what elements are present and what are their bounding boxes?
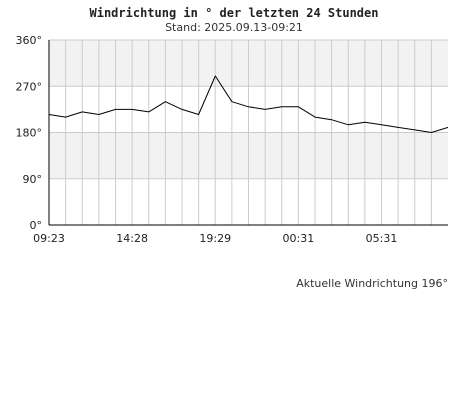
y-tick-label: 0° [30,219,43,232]
chart-subtitle: Stand: 2025.09.13-09:21 [165,21,303,34]
x-tick-label: 05:31 [366,232,398,245]
current-wind-direction: Aktuelle Windrichtung 196° [296,277,448,290]
axes [48,40,448,226]
x-tick-label: 14:28 [116,232,148,245]
chart-title: Windrichtung in ° der letzten 24 Stunden [89,6,379,20]
x-tick-label: 19:29 [199,232,231,245]
y-tick-labels: 0° 90° 180° 270° 360° [16,34,43,232]
series-line [48,75,449,133]
y-tick-label: 360° [16,34,43,47]
y-tick-label: 90° [23,173,43,186]
x-tick-label: 09:23 [33,232,65,245]
y-tick-label: 270° [16,80,43,93]
horizontal-gridlines [49,39,448,180]
series-layer [48,75,449,133]
x-tick-label: 00:31 [283,232,315,245]
x-tick-labels: 09:23 14:28 19:29 00:31 05:31 [33,232,397,245]
y-tick-label: 180° [16,127,43,140]
